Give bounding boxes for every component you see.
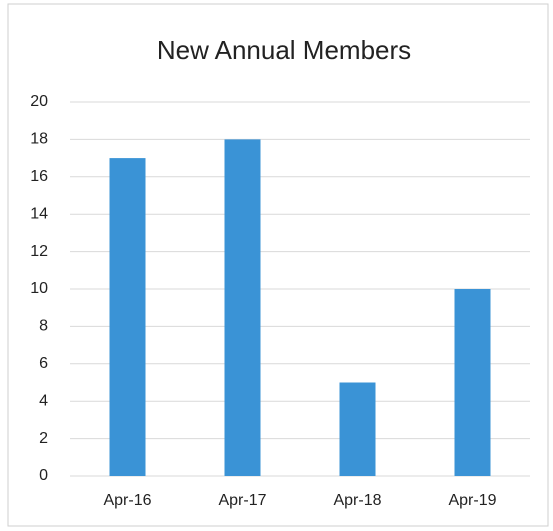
y-tick-label: 4 (39, 392, 48, 409)
y-tick-label: 12 (30, 243, 48, 260)
bar (339, 382, 376, 476)
x-tick-label: Apr-17 (218, 492, 266, 509)
y-tick-label: 2 (39, 430, 48, 447)
y-tick-label: 10 (30, 280, 48, 297)
x-tick-label: Apr-19 (448, 492, 496, 509)
x-tick-label: Apr-18 (333, 492, 381, 509)
y-tick-label: 6 (39, 355, 48, 372)
y-tick-label: 8 (39, 318, 48, 335)
chart-title: New Annual Members (157, 35, 411, 65)
y-tick-label: 18 (30, 131, 48, 148)
y-tick-label: 16 (30, 168, 48, 185)
x-tick-label: Apr-16 (103, 492, 151, 509)
bar (454, 289, 491, 476)
y-tick-label: 0 (39, 467, 48, 484)
bar (109, 158, 146, 476)
bar (224, 139, 261, 476)
y-tick-label: 14 (30, 205, 48, 222)
y-tick-label: 20 (30, 93, 48, 110)
